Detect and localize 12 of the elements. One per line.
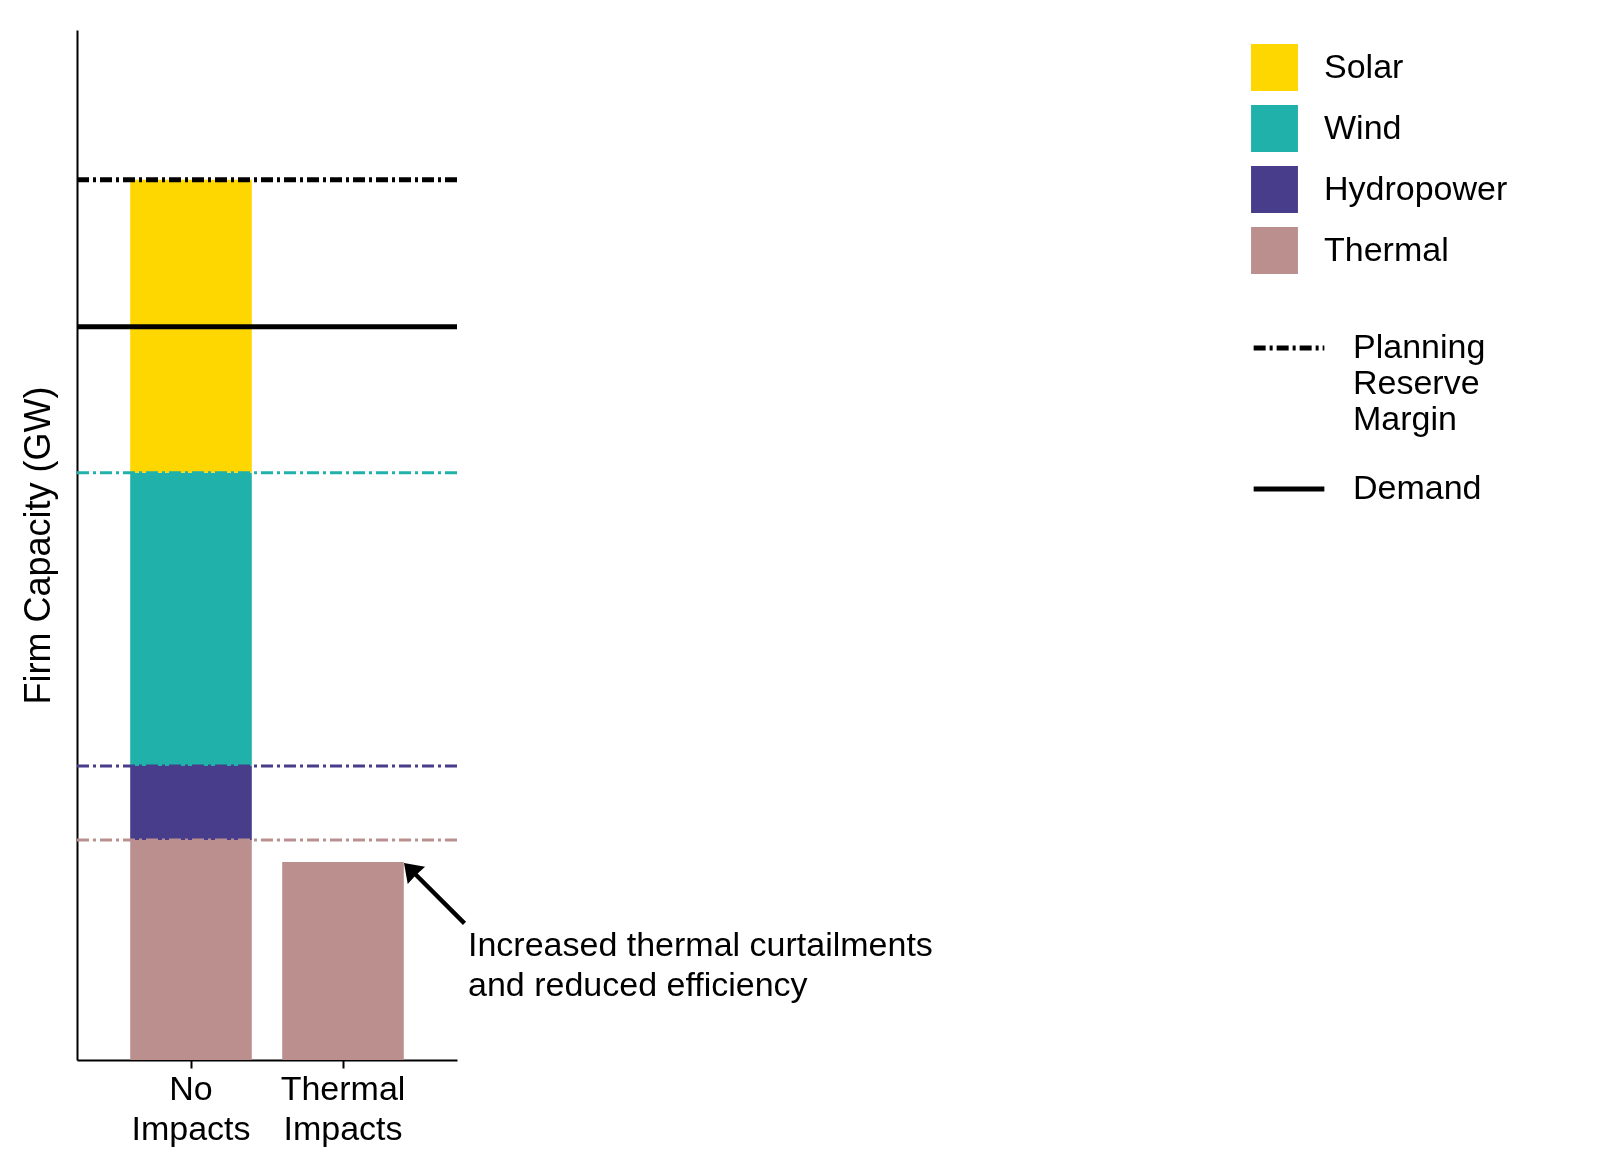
legend-label: Wind (1324, 107, 1402, 146)
legend-label: Solar (1324, 46, 1404, 85)
legend-label: Hydropower (1324, 168, 1508, 207)
x-tick-label: No Impacts (131, 1068, 251, 1147)
text: Increased thermal curtailments and reduced efficiency (468, 924, 933, 1003)
legend-label: Planning Reserve Margin (1353, 327, 1486, 437)
legend-label: Demand (1353, 468, 1482, 506)
y-axis-title: Firm Capacity (GW) (16, 386, 58, 705)
bar (130, 179, 252, 473)
bar (282, 861, 404, 1060)
x-tick-label: Thermal Impacts (280, 1068, 406, 1147)
legend-label: Thermal (1324, 229, 1449, 268)
